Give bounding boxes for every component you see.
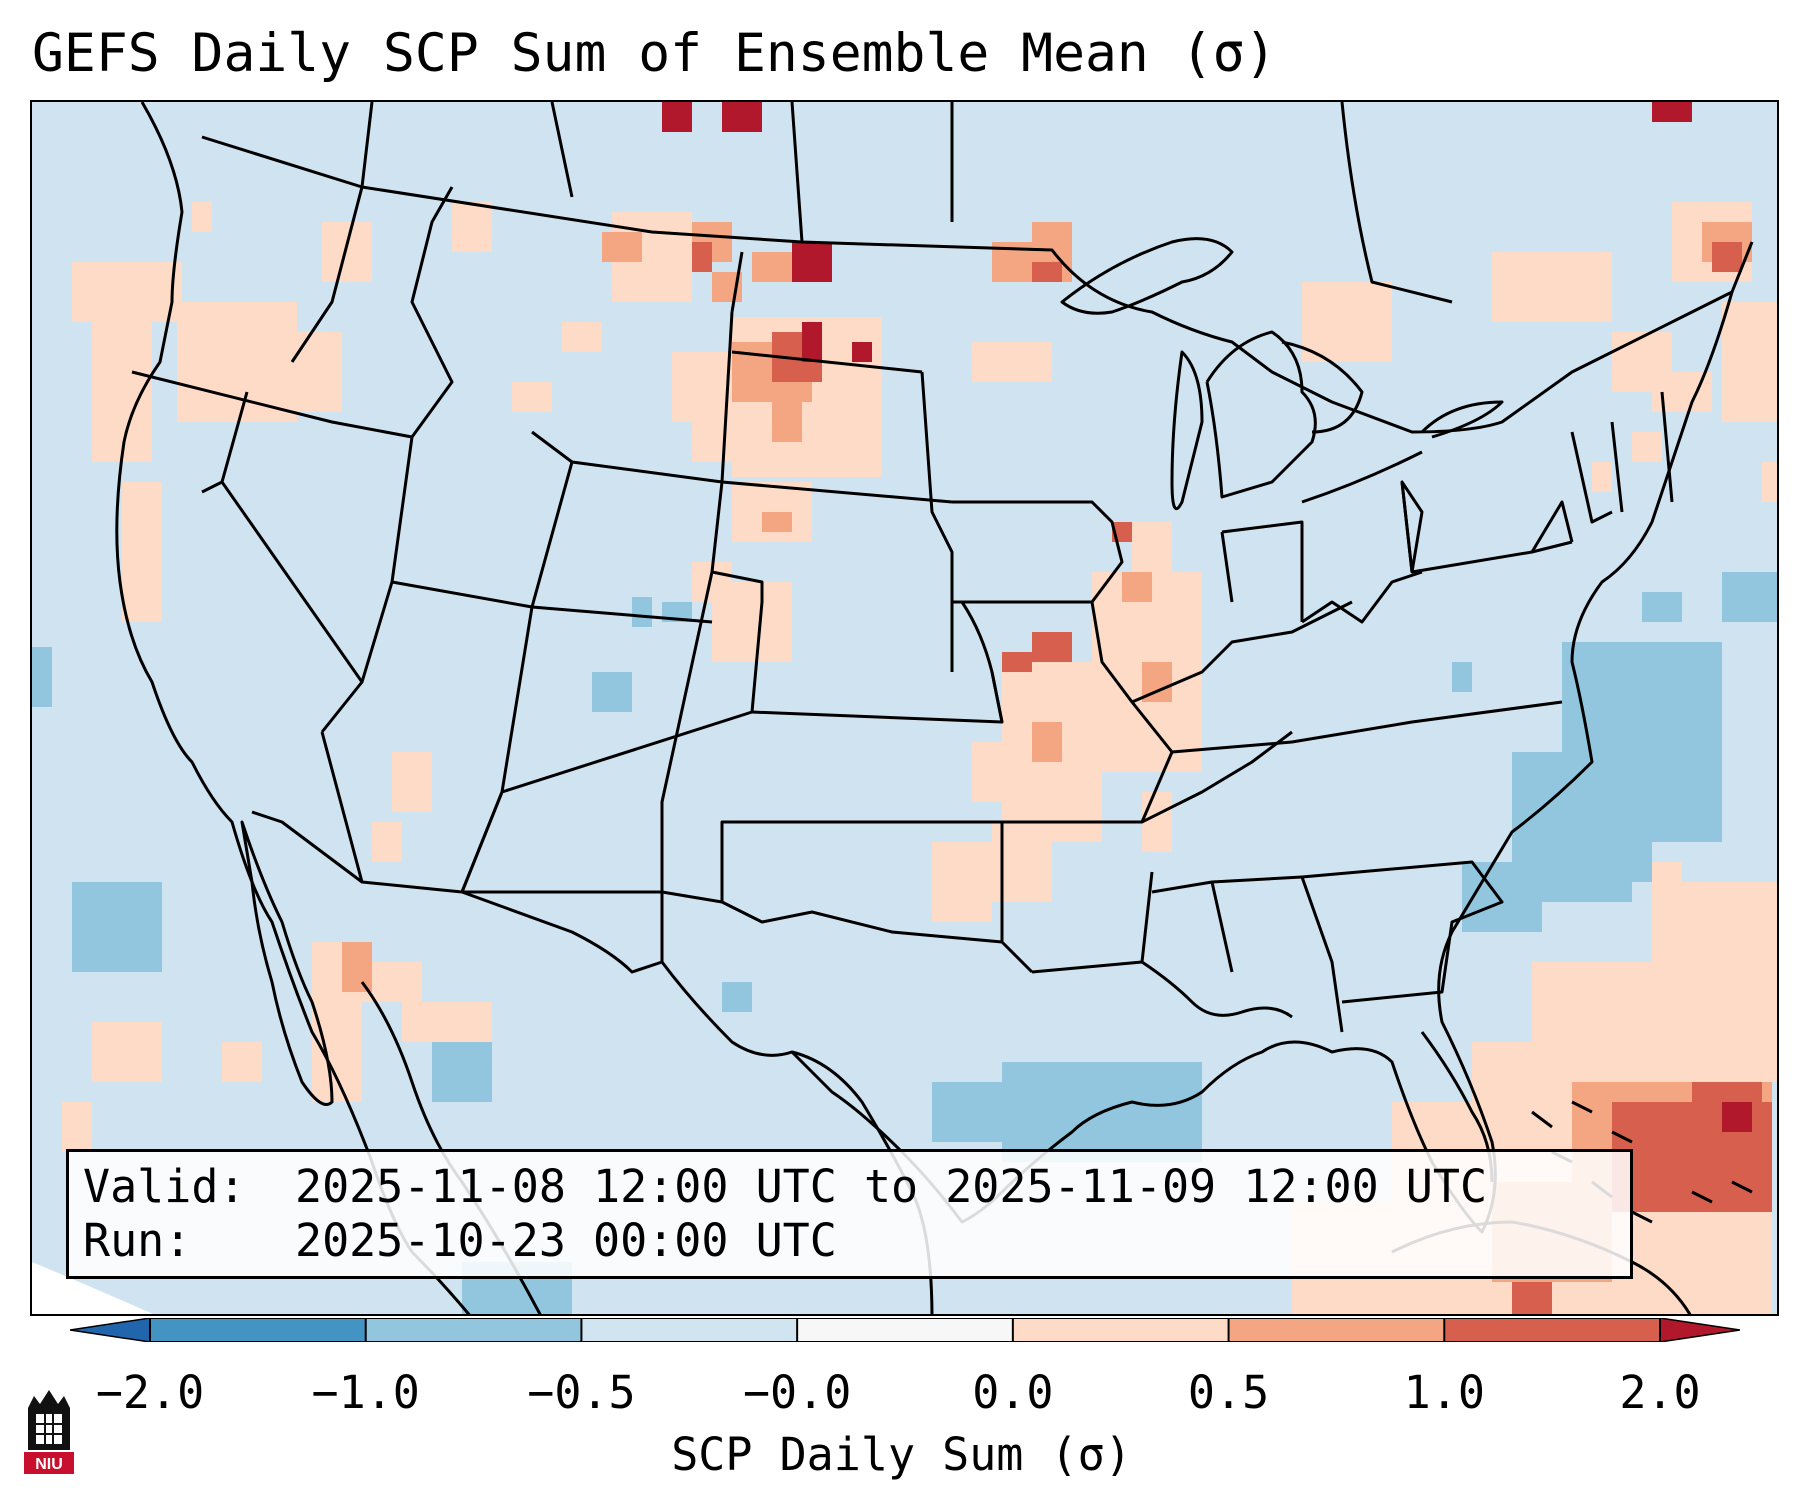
colorbar-tick-label: 1.0: [1403, 1366, 1485, 1419]
lake-erie: [1301, 450, 1423, 504]
colorbar-segment: [365, 1318, 582, 1342]
niu-logo: NIU: [24, 1390, 74, 1474]
chart-title: GEFS Daily SCP Sum of Ensemble Mean (σ): [32, 23, 1277, 84]
valid-info-box: Valid: 2025-11-08 12:00 UTC to 2025-11-09…: [66, 1149, 1633, 1279]
colorbar-segment: [797, 1318, 1014, 1342]
colorbar-segment: [150, 1318, 367, 1342]
colorbar-extend-high: [1659, 1318, 1740, 1342]
colorbar-segment: [581, 1318, 798, 1342]
colorbar-tick-label: −0.0: [742, 1366, 852, 1419]
colorbar-segments: [150, 1318, 1661, 1342]
off-domain-area: [32, 1262, 153, 1314]
valid-row: Valid: 2025-11-08 12:00 UTC to 2025-11-09…: [83, 1160, 1630, 1214]
coastline-baja: [240, 820, 334, 1106]
map-panel: [30, 100, 1779, 1316]
colorbar-tick-label: −0.5: [527, 1366, 636, 1419]
colorbar-tick-label: −1.0: [311, 1366, 420, 1419]
colorbar-segment: [1228, 1318, 1445, 1342]
anomaly-extreme-positive: [662, 102, 1752, 1132]
logo-badge: [24, 1452, 74, 1474]
run-value: 2025-10-23 00:00 UTC: [295, 1214, 837, 1267]
colorbar-tick-label: 0.0: [972, 1366, 1054, 1419]
run-row: Run: 2025-10-23 00:00 UTC: [83, 1214, 1630, 1268]
run-label: Run:: [83, 1214, 192, 1267]
lake-ontario: [1420, 400, 1504, 439]
colorbar: [70, 1318, 1740, 1342]
colorbar-extend-low: [70, 1318, 151, 1342]
colorbar-tick-label: 0.5: [1187, 1366, 1270, 1419]
lake-michigan: [1170, 350, 1204, 511]
colorbar-tick-label: −2.0: [95, 1366, 205, 1419]
valid-value: 2025-11-08 12:00 UTC to 2025-11-09 12:00…: [295, 1160, 1488, 1213]
colorbar-segment: [1444, 1318, 1661, 1342]
valid-label: Valid:: [83, 1160, 246, 1213]
map-canvas: [32, 102, 1777, 1314]
michigan-peninsula: [1205, 330, 1317, 499]
border-canada-us: [201, 135, 1754, 434]
lake-superior: [1060, 237, 1234, 315]
lake-huron: [1281, 340, 1364, 434]
anomaly-moderate-negative: [32, 572, 1777, 1314]
colorbar-tick-marks: [149, 1318, 1661, 1342]
colorbar-segment: [1012, 1318, 1230, 1342]
logo-text: NIU: [35, 1456, 63, 1473]
colorbar-tick-label: 2.0: [1619, 1366, 1701, 1419]
colorbar-label: SCP Daily Sum (σ): [671, 1428, 1132, 1481]
coastline-gulf: [1141, 960, 1293, 1019]
anomaly-light-positive: [62, 202, 1777, 1314]
scp-anomaly-field: [32, 102, 1777, 1314]
